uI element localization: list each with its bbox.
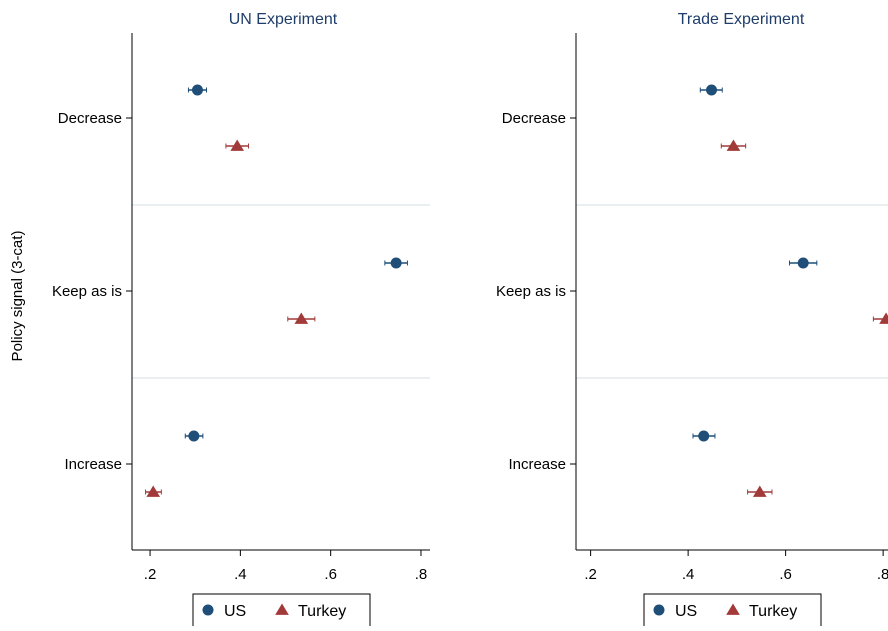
y-tick-label: Decrease <box>58 110 122 127</box>
point-turkey <box>752 485 767 497</box>
point-us <box>706 84 718 96</box>
y-tick-label: Keep as is <box>496 283 566 300</box>
point-turkey <box>726 139 741 151</box>
panel-un-experiment: UN Experiment Decrease Keep as is Increase.… <box>52 11 430 631</box>
point-us <box>390 257 402 269</box>
x-tick-label: .2 <box>584 566 597 583</box>
x-tick-label: .2 <box>144 566 157 583</box>
legend-marker-us <box>202 604 214 616</box>
legend-label-turkey: Turkey <box>749 603 797 620</box>
point-turkey <box>294 312 309 324</box>
legend-label-us: US <box>675 603 697 620</box>
legend: US Turkey <box>192 593 371 631</box>
x-tick-label: .4 <box>682 566 695 583</box>
x-tick-label: .8 <box>877 566 888 583</box>
panel-trade-experiment: Trade Experiment Decrease Keep as is Increa… <box>496 11 888 631</box>
legend-marker-us <box>653 604 665 616</box>
panel-title: Trade Experiment <box>678 11 805 28</box>
legend-marker-turkey <box>275 603 289 615</box>
y-tick-label: Keep as is <box>52 283 122 300</box>
x-tick-label: .8 <box>415 566 428 583</box>
legend-label-turkey: Turkey <box>298 603 346 620</box>
x-tick-label: .6 <box>779 566 792 583</box>
legend: US Turkey <box>643 593 822 631</box>
point-us <box>188 430 200 442</box>
y-tick-label: Decrease <box>502 110 566 127</box>
y-tick-label: Increase <box>64 456 122 473</box>
y-tick-label: Increase <box>508 456 566 473</box>
point-turkey <box>146 485 161 497</box>
point-turkey <box>879 312 888 324</box>
panel-title: UN Experiment <box>229 11 338 28</box>
point-turkey <box>230 139 245 151</box>
x-tick-label: .4 <box>234 566 247 583</box>
legend-label-us: US <box>224 603 246 620</box>
legend-marker-turkey <box>726 603 740 615</box>
y-axis-label: Policy signal (3-cat) <box>9 231 26 362</box>
x-tick-label: .6 <box>324 566 337 583</box>
point-us <box>797 257 809 269</box>
point-us <box>698 430 710 442</box>
point-us <box>191 84 203 96</box>
